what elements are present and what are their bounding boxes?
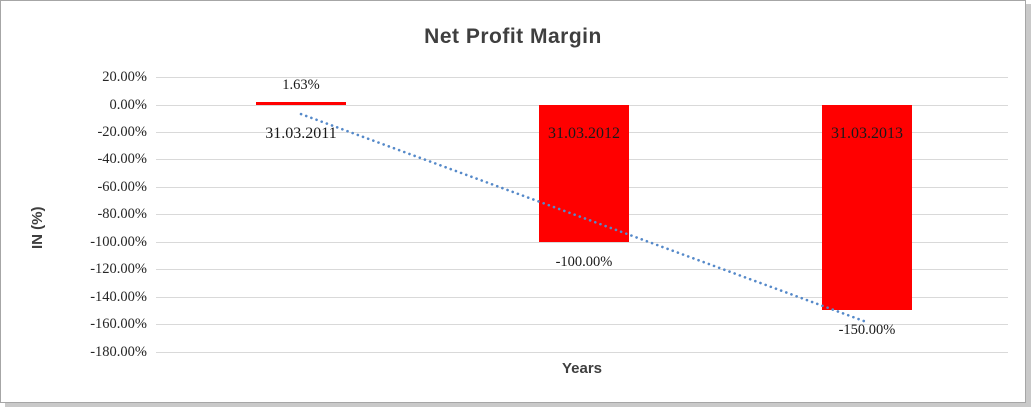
y-tick-label: -140.00%	[90, 288, 147, 305]
y-gridline	[156, 324, 1008, 326]
y-axis-tickmark	[139, 269, 146, 271]
y-tick-label: -120.00%	[90, 261, 147, 278]
y-axis-tickmark	[139, 77, 146, 79]
y-axis-tickmark	[139, 104, 146, 106]
bar-value-label: -150.00%	[838, 322, 896, 339]
y-tick-label: -20.00%	[97, 123, 147, 140]
chart-title: Net Profit Margin	[424, 25, 602, 48]
y-tick-label: -40.00%	[97, 151, 147, 168]
y-tick-label: -160.00%	[90, 316, 147, 333]
y-axis-tickmark	[139, 131, 146, 133]
y-tick-label: -80.00%	[97, 206, 147, 223]
y-axis-tickmark	[139, 351, 146, 353]
x-axis-title: Years	[561, 360, 603, 377]
bar-value-label: 1.63%	[282, 77, 320, 94]
bar-category-label: 31.03.2012	[548, 125, 620, 142]
bar-category-label: 31.03.2011	[265, 125, 337, 142]
y-axis-tickmark	[139, 241, 146, 243]
bar	[256, 102, 346, 106]
y-axis-tickmark	[139, 186, 146, 188]
y-axis-tickmark	[139, 324, 146, 326]
y-tick-label: -180.00%	[90, 343, 147, 360]
y-tick-label: -60.00%	[97, 178, 147, 195]
bar-category-label: 31.03.2013	[831, 125, 903, 142]
bar-value-label: -100.00%	[555, 253, 613, 270]
y-tick-label: 20.00%	[102, 69, 147, 86]
y-tick-label: 0.00%	[109, 96, 147, 113]
y-tick-label: -100.00%	[90, 233, 147, 250]
y-axis-tickmark	[139, 296, 146, 298]
y-axis-tickmark	[139, 159, 146, 161]
y-gridline	[156, 351, 1008, 353]
y-gridline	[156, 77, 1008, 79]
y-axis-tickmark	[139, 214, 146, 216]
